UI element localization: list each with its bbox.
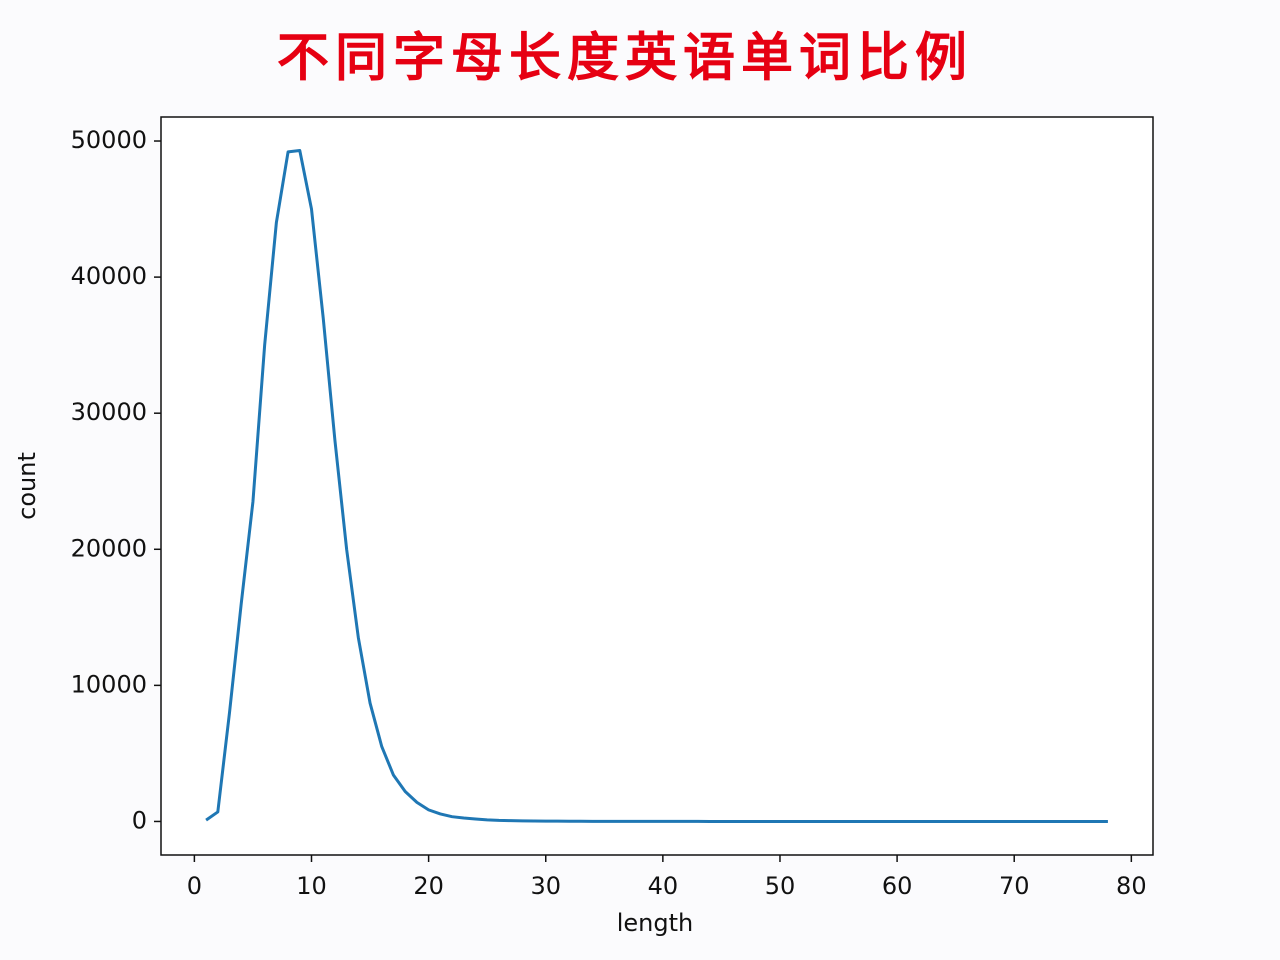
x-tick-label: 80 (1116, 872, 1147, 900)
y-tick-label: 0 (132, 806, 147, 834)
x-tick-label: 70 (999, 872, 1030, 900)
x-tick-label: 0 (187, 872, 202, 900)
data-line (205, 149, 1108, 823)
x-tick-label: 10 (296, 872, 327, 900)
x-tick-label: 60 (882, 872, 913, 900)
y-tick-label: 50000 (71, 126, 147, 154)
y-tick-label: 30000 (71, 398, 147, 426)
y-tick-label: 20000 (71, 534, 147, 562)
x-tick-label: 40 (648, 872, 679, 900)
x-tick-label: 30 (530, 872, 561, 900)
chart-title: 不同字母长度英语单词比例 (277, 28, 973, 89)
y-tick-label: 10000 (71, 670, 147, 698)
y-axis-label: count (13, 452, 41, 520)
x-tick-label: 20 (413, 872, 444, 900)
plot-frame (160, 116, 1154, 856)
x-tick-label: 50 (765, 872, 796, 900)
y-tick-label: 40000 (71, 262, 147, 290)
x-axis-label: length (617, 909, 694, 937)
